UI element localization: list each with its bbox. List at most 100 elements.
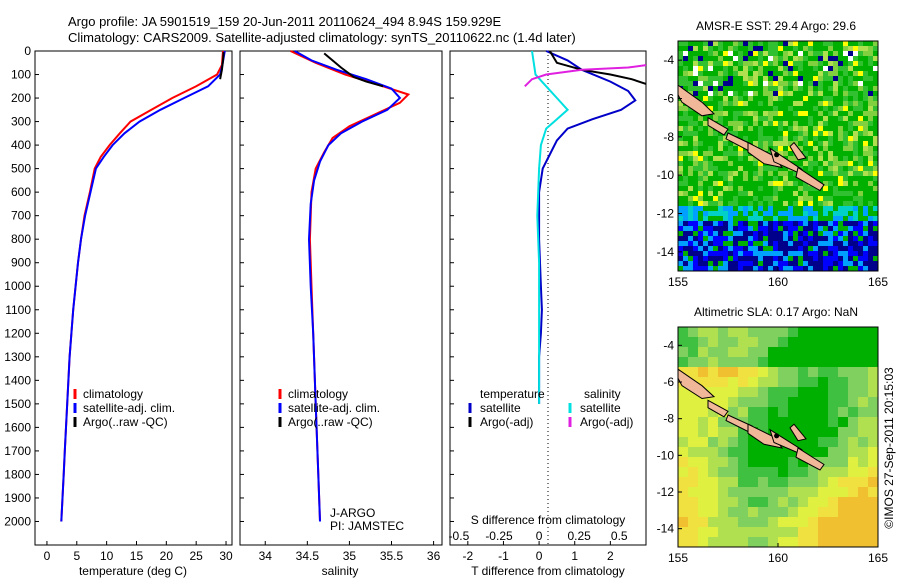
map-cell	[723, 206, 729, 212]
map-cell	[708, 186, 714, 192]
map-cell	[773, 186, 779, 192]
map-cell	[818, 467, 829, 478]
legend-label: Argo(-adj)	[580, 415, 633, 429]
map-cell	[698, 216, 704, 222]
map-cell	[858, 141, 864, 147]
difference-s-axis: -0.5 -0.25 0 0.25 0.5	[449, 529, 628, 543]
map-cell	[838, 407, 849, 418]
map-cell	[758, 327, 769, 338]
map-cell	[853, 236, 859, 242]
map-cell	[678, 241, 684, 247]
map-cell	[688, 141, 694, 147]
map-cell	[828, 261, 834, 267]
map-cell	[823, 121, 829, 127]
map-cell	[773, 236, 779, 242]
map-cell	[843, 86, 849, 92]
map-cell	[773, 51, 779, 57]
map-cell	[758, 231, 764, 237]
map-cell	[733, 266, 739, 272]
map-cell	[853, 66, 859, 72]
map-cell	[723, 231, 729, 237]
map-cell	[683, 221, 689, 227]
map-cell	[693, 81, 699, 87]
map-cell	[703, 151, 709, 157]
map-cell	[708, 527, 719, 538]
map-cell	[858, 66, 864, 72]
map-cell	[758, 367, 769, 378]
map-cell	[698, 186, 704, 192]
map-cell	[798, 256, 804, 262]
map-cell	[818, 537, 829, 548]
map-cell	[758, 517, 769, 528]
map-cell	[823, 201, 829, 207]
map-cell	[768, 126, 774, 132]
map-cell	[833, 121, 839, 127]
map-cell	[688, 181, 694, 187]
map-cell	[773, 116, 779, 122]
map-cell	[848, 111, 854, 117]
map-cell	[713, 201, 719, 207]
map-cell	[783, 231, 789, 237]
map-cell	[793, 211, 799, 217]
map-cell	[798, 251, 804, 257]
map-cell	[828, 66, 834, 72]
map-cell	[788, 241, 794, 247]
map-cell	[823, 106, 829, 112]
map-cell	[848, 51, 854, 57]
map-cell	[823, 46, 829, 52]
map-cell	[683, 141, 689, 147]
map-cell	[843, 221, 849, 227]
map-cell	[828, 357, 839, 368]
map-cell	[758, 111, 764, 117]
map-cell	[858, 246, 864, 252]
map-cell	[738, 176, 744, 182]
map-cell	[813, 76, 819, 82]
map-cell	[798, 126, 804, 132]
map-cell	[733, 41, 739, 47]
map-cell	[823, 196, 829, 202]
map-cell	[858, 327, 869, 338]
map-cell	[723, 46, 729, 52]
map-cell	[873, 151, 879, 157]
map-cell	[808, 136, 814, 142]
map-cell	[813, 46, 819, 52]
map-cell	[868, 196, 874, 202]
map-cell	[778, 487, 789, 498]
map-cell	[718, 327, 729, 338]
map-cell	[708, 266, 714, 272]
map-cell	[728, 141, 734, 147]
map-cell	[738, 427, 749, 438]
map-cell	[688, 111, 694, 117]
map-cell	[808, 121, 814, 127]
map-cell	[738, 166, 744, 172]
map-cell	[828, 81, 834, 87]
legend-label: Argo(..raw -QC)	[83, 415, 168, 429]
map-cell	[698, 397, 709, 408]
map-cell	[703, 96, 709, 102]
map-cell	[763, 246, 769, 252]
map-cell	[788, 41, 794, 47]
map-cell	[838, 387, 849, 398]
map-cell	[728, 81, 734, 87]
map-cell	[758, 101, 764, 107]
map-cell	[828, 161, 834, 167]
map-cell	[753, 71, 759, 77]
map-cell	[753, 131, 759, 137]
map-cell	[728, 111, 734, 117]
map-cell	[838, 121, 844, 127]
map-cell	[703, 146, 709, 152]
map-cell	[743, 86, 749, 92]
map-cell	[798, 116, 804, 122]
map-cell	[868, 497, 879, 508]
legend-label: satellite-adj. clim.	[288, 401, 380, 415]
map-cell	[848, 56, 854, 62]
map-cell	[793, 86, 799, 92]
map-cell	[743, 41, 749, 47]
map-cell	[778, 61, 784, 67]
map-cell	[688, 171, 694, 177]
map-cell	[798, 141, 804, 147]
map-cell	[713, 221, 719, 227]
map-cell	[778, 251, 784, 257]
map-cell	[833, 136, 839, 142]
map-cell	[818, 447, 829, 458]
